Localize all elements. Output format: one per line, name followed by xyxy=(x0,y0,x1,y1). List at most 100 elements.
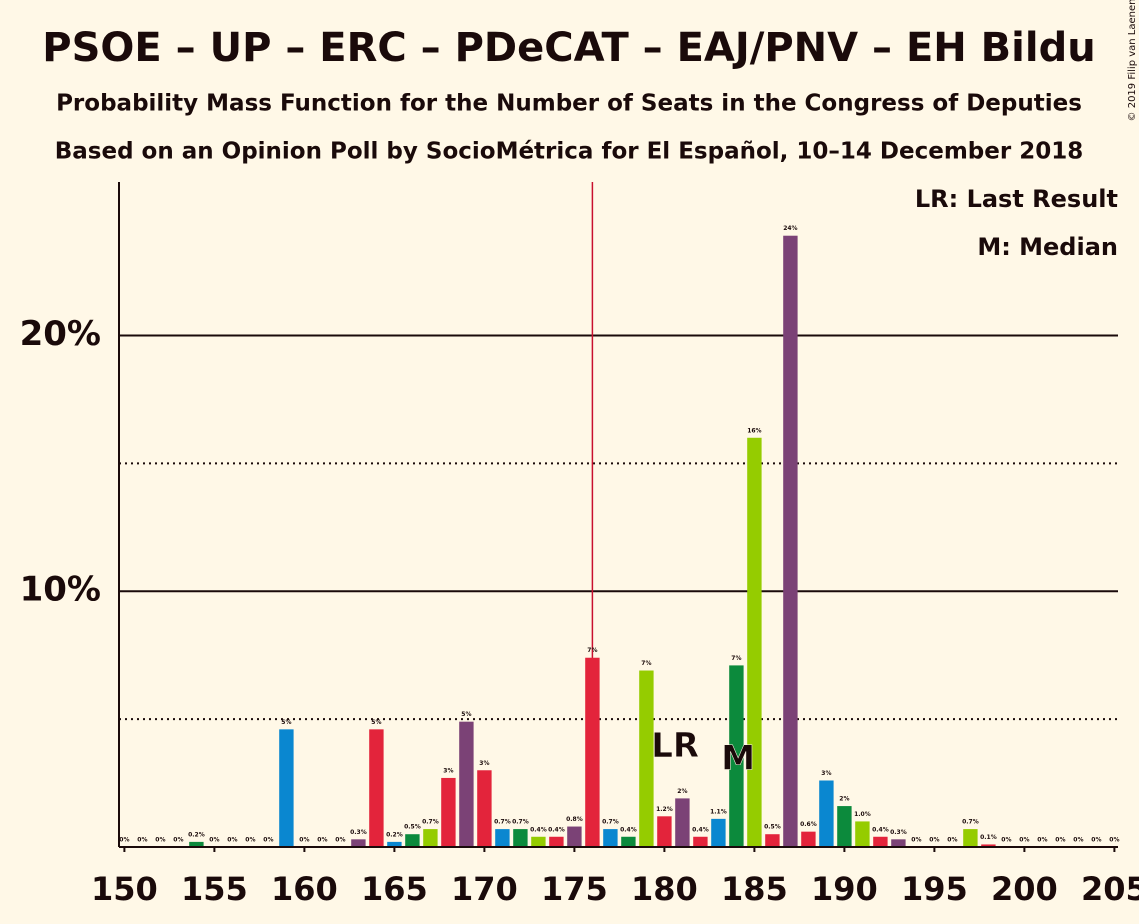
bar xyxy=(819,780,834,847)
value-label: 0.4% xyxy=(548,826,565,833)
value-label: 0.4% xyxy=(872,826,889,833)
value-label: 3% xyxy=(443,767,453,774)
value-label: 0% xyxy=(245,837,255,844)
bar xyxy=(765,834,780,847)
value-label: 0.5% xyxy=(404,824,421,831)
bar xyxy=(657,816,672,847)
bar xyxy=(891,839,906,847)
x-tick-label: 205 xyxy=(1081,870,1139,908)
value-label: 0.5% xyxy=(764,824,781,831)
bar xyxy=(279,729,294,847)
annotation: LR xyxy=(651,726,699,766)
value-label: 0.1% xyxy=(980,834,997,841)
value-label: 0% xyxy=(227,837,237,844)
value-label: 0% xyxy=(1019,837,1029,844)
legend-entry: M: Median xyxy=(977,233,1118,261)
bar xyxy=(729,665,744,847)
value-label: 0% xyxy=(1055,837,1065,844)
annotation: M xyxy=(721,739,755,779)
bar xyxy=(189,841,204,847)
bar xyxy=(873,836,888,847)
bar xyxy=(693,836,708,847)
value-label: 7% xyxy=(587,647,597,654)
value-label: 0.2% xyxy=(386,831,403,838)
bar xyxy=(801,831,816,847)
value-label: 7% xyxy=(641,660,651,667)
x-tick-label: 185 xyxy=(721,870,788,908)
value-label: 0% xyxy=(317,837,327,844)
value-label: 0% xyxy=(299,837,309,844)
bar xyxy=(603,829,618,847)
value-label: 1.0% xyxy=(854,811,871,818)
value-label: 0.7% xyxy=(962,819,979,826)
value-label: 0.4% xyxy=(530,826,547,833)
bar xyxy=(567,826,582,847)
value-label: 0% xyxy=(1037,837,1047,844)
bar xyxy=(369,729,384,847)
x-tick-label: 155 xyxy=(181,870,248,908)
x-tick-label: 150 xyxy=(91,870,158,908)
bar xyxy=(981,844,996,847)
bar xyxy=(423,829,438,847)
y-tick-label: 10% xyxy=(20,570,101,610)
value-label: 1.1% xyxy=(710,808,727,815)
x-tick-label: 195 xyxy=(901,870,968,908)
value-label: 0.7% xyxy=(494,819,511,826)
bar xyxy=(495,829,510,847)
value-label: 0.3% xyxy=(350,829,367,836)
x-tick-label: 160 xyxy=(271,870,338,908)
value-label: 0.3% xyxy=(890,829,907,836)
value-label: 0% xyxy=(947,837,957,844)
bar xyxy=(855,821,870,847)
bar xyxy=(963,829,978,847)
value-label: 5% xyxy=(281,719,291,726)
chart-title: PSOE – UP – ERC – PDeCAT – EAJ/PNV – EH … xyxy=(42,25,1095,71)
bar xyxy=(783,235,798,847)
value-label: 0.8% xyxy=(566,816,583,823)
bar xyxy=(621,836,636,847)
value-label: 0% xyxy=(173,837,183,844)
value-label: 0.7% xyxy=(602,819,619,826)
bar xyxy=(513,829,528,847)
value-label: 0% xyxy=(1073,837,1083,844)
bar xyxy=(837,806,852,847)
value-label: 7% xyxy=(731,655,741,662)
x-tick-label: 200 xyxy=(991,870,1058,908)
bar xyxy=(387,841,402,847)
value-label: 0% xyxy=(263,837,273,844)
value-label: 0% xyxy=(209,837,219,844)
bar xyxy=(549,836,564,847)
value-label: 0% xyxy=(119,837,129,844)
x-tick-label: 165 xyxy=(361,870,428,908)
x-tick-label: 170 xyxy=(451,870,518,908)
value-label: 3% xyxy=(821,770,831,777)
legend-entry: LR: Last Result xyxy=(915,185,1118,213)
y-tick-label: 20% xyxy=(20,314,101,354)
value-label: 24% xyxy=(783,225,797,232)
value-label: 3% xyxy=(479,760,489,767)
x-tick-label: 175 xyxy=(541,870,608,908)
value-label: 0% xyxy=(1109,837,1119,844)
bar xyxy=(531,836,546,847)
bar xyxy=(711,818,726,847)
value-label: 0.7% xyxy=(512,819,529,826)
bar xyxy=(459,721,474,847)
bar xyxy=(675,798,690,847)
value-label: 1.2% xyxy=(656,806,673,813)
value-label: 5% xyxy=(371,719,381,726)
value-label: 0% xyxy=(1091,837,1101,844)
value-label: 0.2% xyxy=(188,831,205,838)
value-label: 5% xyxy=(461,711,471,718)
subtitle: Based on an Opinion Poll by SocioMétrica… xyxy=(55,139,1083,165)
value-label: 0% xyxy=(1001,837,1011,844)
bar xyxy=(351,839,366,847)
x-tick-label: 190 xyxy=(811,870,878,908)
value-label: 0% xyxy=(155,837,165,844)
bar xyxy=(639,670,654,847)
x-tick-label: 180 xyxy=(631,870,698,908)
value-label: 2% xyxy=(677,788,687,795)
value-label: 0.4% xyxy=(620,826,637,833)
